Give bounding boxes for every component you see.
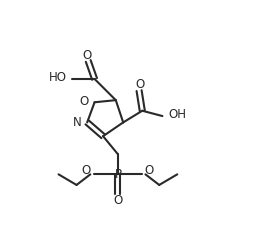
Text: N: N <box>73 116 81 129</box>
Text: HO: HO <box>49 71 67 84</box>
Text: P: P <box>114 168 121 181</box>
Text: O: O <box>83 48 92 62</box>
Text: O: O <box>80 95 89 108</box>
Text: O: O <box>113 194 123 207</box>
Text: O: O <box>135 78 145 91</box>
Text: O: O <box>82 164 91 177</box>
Text: O: O <box>145 164 154 177</box>
Text: OH: OH <box>168 109 186 121</box>
